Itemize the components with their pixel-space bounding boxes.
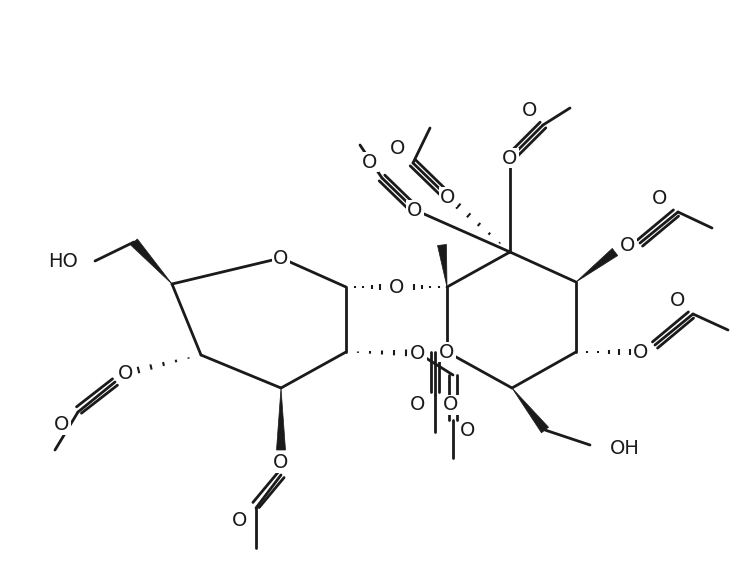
Text: O: O <box>389 278 405 296</box>
Text: O: O <box>652 189 668 208</box>
Text: O: O <box>54 416 70 435</box>
Text: O: O <box>273 453 289 473</box>
Text: O: O <box>273 249 289 268</box>
Text: O: O <box>362 152 378 172</box>
Text: O: O <box>407 201 423 219</box>
Text: O: O <box>620 236 636 255</box>
Text: O: O <box>440 342 454 362</box>
Text: O: O <box>118 363 134 383</box>
Text: OH: OH <box>610 439 640 457</box>
Text: O: O <box>503 149 518 168</box>
Text: O: O <box>670 290 686 309</box>
Text: O: O <box>460 420 476 439</box>
Text: O: O <box>440 188 456 206</box>
Polygon shape <box>512 388 548 433</box>
Polygon shape <box>437 245 447 287</box>
Text: O: O <box>633 342 649 362</box>
Text: O: O <box>522 101 538 119</box>
Text: HO: HO <box>48 252 78 270</box>
Text: O: O <box>410 396 426 415</box>
Text: O: O <box>443 396 459 415</box>
Polygon shape <box>576 249 618 282</box>
Polygon shape <box>277 388 286 450</box>
Text: O: O <box>410 343 426 362</box>
Text: O: O <box>390 139 406 158</box>
Text: O: O <box>232 510 248 530</box>
Polygon shape <box>130 239 172 284</box>
